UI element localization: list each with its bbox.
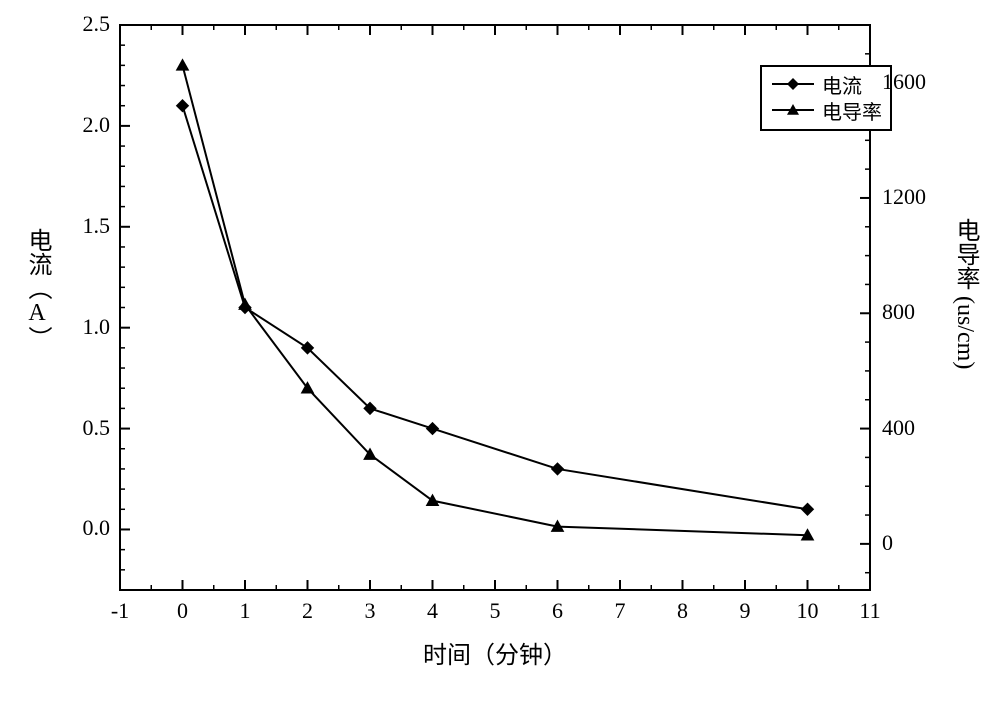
x-tick-label: 0 (163, 598, 203, 624)
x-tick-label: 1 (225, 598, 265, 624)
y-right-tick-label: 1200 (882, 184, 926, 210)
chart-container: 时间（分钟） 电流（A） 电导率 (us/cm) 电流电导率 -10123456… (0, 0, 1000, 705)
y-left-tick-label: 2.5 (83, 11, 111, 37)
legend-label: 电导率 (822, 96, 882, 125)
legend-item: 电导率 (770, 97, 882, 123)
y-right-tick-label: 800 (882, 299, 915, 325)
y-axis-left-label: 电流（A） (20, 228, 55, 350)
x-tick-label: 8 (663, 598, 703, 624)
y-right-tick-label: 1600 (882, 69, 926, 95)
x-tick-label: 4 (413, 598, 453, 624)
x-tick-label: 6 (538, 598, 578, 624)
y-left-tick-label: 0.5 (83, 415, 111, 441)
x-tick-label: 3 (350, 598, 390, 624)
y-left-tick-label: 1.5 (83, 213, 111, 239)
x-tick-label: 7 (600, 598, 640, 624)
y-right-tick-label: 400 (882, 415, 915, 441)
y-axis-right-label: 电导率 (us/cm) (948, 218, 983, 369)
x-tick-label: 10 (788, 598, 828, 624)
legend: 电流电导率 (760, 65, 892, 131)
x-tick-label: 2 (288, 598, 328, 624)
x-tick-label: 5 (475, 598, 515, 624)
y-left-tick-label: 0.0 (83, 515, 111, 541)
x-tick-label: 11 (850, 598, 890, 624)
x-tick-label: 9 (725, 598, 765, 624)
legend-label: 电流 (822, 70, 862, 99)
legend-item: 电流 (770, 71, 882, 97)
x-tick-label: -1 (100, 598, 140, 624)
x-axis-label: 时间（分钟） (415, 635, 575, 670)
y-left-tick-label: 1.0 (83, 314, 111, 340)
y-right-tick-label: 0 (882, 530, 893, 556)
y-left-tick-label: 2.0 (83, 112, 111, 138)
